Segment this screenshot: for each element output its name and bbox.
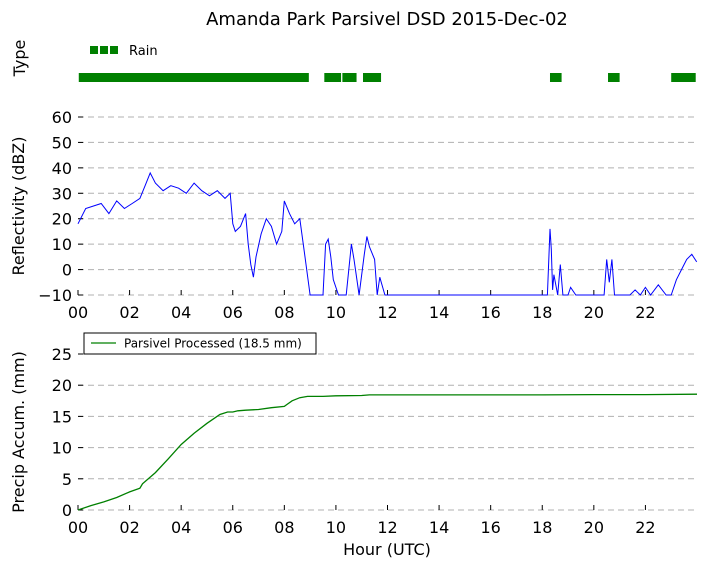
x-tick-label: 14 xyxy=(429,518,449,537)
x-tick-label: 22 xyxy=(635,303,655,322)
x-tick-label: 06 xyxy=(223,303,243,322)
precip-ylabel: Precip Accum. (mm) xyxy=(9,351,28,513)
precip-grid xyxy=(78,353,697,511)
reflectivity-y-ticks: 60 50 40 30 20 10 0 −10 xyxy=(38,108,83,305)
rain-interval xyxy=(362,73,382,82)
rain-interval xyxy=(342,73,357,82)
x-tick-label: 20 xyxy=(584,303,604,322)
x-tick-label: 04 xyxy=(171,518,191,537)
y-tick-label: 30 xyxy=(52,184,72,203)
y-tick-label: 15 xyxy=(52,407,72,426)
x-tick-label: 12 xyxy=(377,303,397,322)
precip-legend-label: Parsivel Processed (18.5 mm) xyxy=(124,337,302,351)
y-tick-label: 0 xyxy=(62,261,72,280)
y-tick-label: 40 xyxy=(52,159,72,178)
x-tick-label: 18 xyxy=(532,303,552,322)
precip-panel: Precip Accum. (mm) 25 20 15 10 5 0 00 02 04 06 08… xyxy=(9,332,698,559)
x-tick-label: 16 xyxy=(480,518,500,537)
precip-accum-line xyxy=(77,393,698,511)
x-tick-label: 02 xyxy=(119,303,139,322)
x-tick-label: 00 xyxy=(68,303,88,322)
rain-interval-bars xyxy=(78,73,696,82)
reflectivity-panel: Reflectivity (dBZ) 60 50 40 30 20 10 0 −10 00 02… xyxy=(9,108,698,322)
precip-x-ticks: 00 02 04 06 08 10 12 14 16 18 20 22 xyxy=(68,505,656,537)
x-tick-label: 08 xyxy=(274,303,294,322)
rain-interval xyxy=(78,73,309,82)
y-tick-label: 60 xyxy=(52,108,72,127)
x-tick-label: 14 xyxy=(429,303,449,322)
rain-legend: Rain xyxy=(90,44,158,59)
x-tick-label: 18 xyxy=(532,518,552,537)
x-tick-label: 12 xyxy=(377,518,397,537)
x-tick-label: 06 xyxy=(223,518,243,537)
x-tick-label: 16 xyxy=(480,303,500,322)
y-tick-label: 10 xyxy=(52,439,72,458)
type-panel: Type Rain xyxy=(10,40,696,82)
figure-title: Amanda Park Parsivel DSD 2015-Dec-02 xyxy=(206,9,568,30)
precip-y-ticks: 25 20 15 10 5 0 xyxy=(52,345,83,520)
rain-interval xyxy=(608,73,620,82)
rain-interval xyxy=(671,73,696,82)
y-tick-label: 25 xyxy=(52,345,72,364)
x-tick-label: 10 xyxy=(326,303,346,322)
reflectivity-line xyxy=(77,171,698,296)
rain-legend-swatch xyxy=(110,46,118,54)
x-tick-label: 22 xyxy=(635,518,655,537)
y-tick-label: 20 xyxy=(52,376,72,395)
y-tick-label: 20 xyxy=(52,210,72,229)
rain-legend-label: Rain xyxy=(129,44,158,59)
rain-interval xyxy=(549,73,562,82)
y-tick-label: 10 xyxy=(52,235,72,254)
rain-legend-swatch xyxy=(100,46,108,54)
reflectivity-x-ticks: 00 02 04 06 08 10 12 14 16 18 20 22 xyxy=(68,290,656,322)
precip-legend-box xyxy=(83,332,317,355)
x-tick-label: 08 xyxy=(274,518,294,537)
y-tick-label: 5 xyxy=(62,470,72,489)
reflectivity-ylabel: Reflectivity (dBZ) xyxy=(9,137,28,276)
reflectivity-grid xyxy=(78,116,697,296)
x-axis-label: Hour (UTC) xyxy=(343,540,431,559)
type-ylabel: Type xyxy=(10,40,29,78)
x-tick-label: 20 xyxy=(584,518,604,537)
y-tick-label: −10 xyxy=(38,286,72,305)
rain-interval xyxy=(324,73,342,82)
precip-legend: Parsivel Processed (18.5 mm) xyxy=(83,332,317,355)
y-tick-label: 0 xyxy=(62,501,72,520)
y-tick-label: 50 xyxy=(52,133,72,152)
x-tick-label: 04 xyxy=(171,303,191,322)
rain-legend-swatch xyxy=(90,46,98,54)
x-tick-label: 00 xyxy=(68,518,88,537)
x-tick-label: 02 xyxy=(119,518,139,537)
x-tick-label: 10 xyxy=(326,518,346,537)
